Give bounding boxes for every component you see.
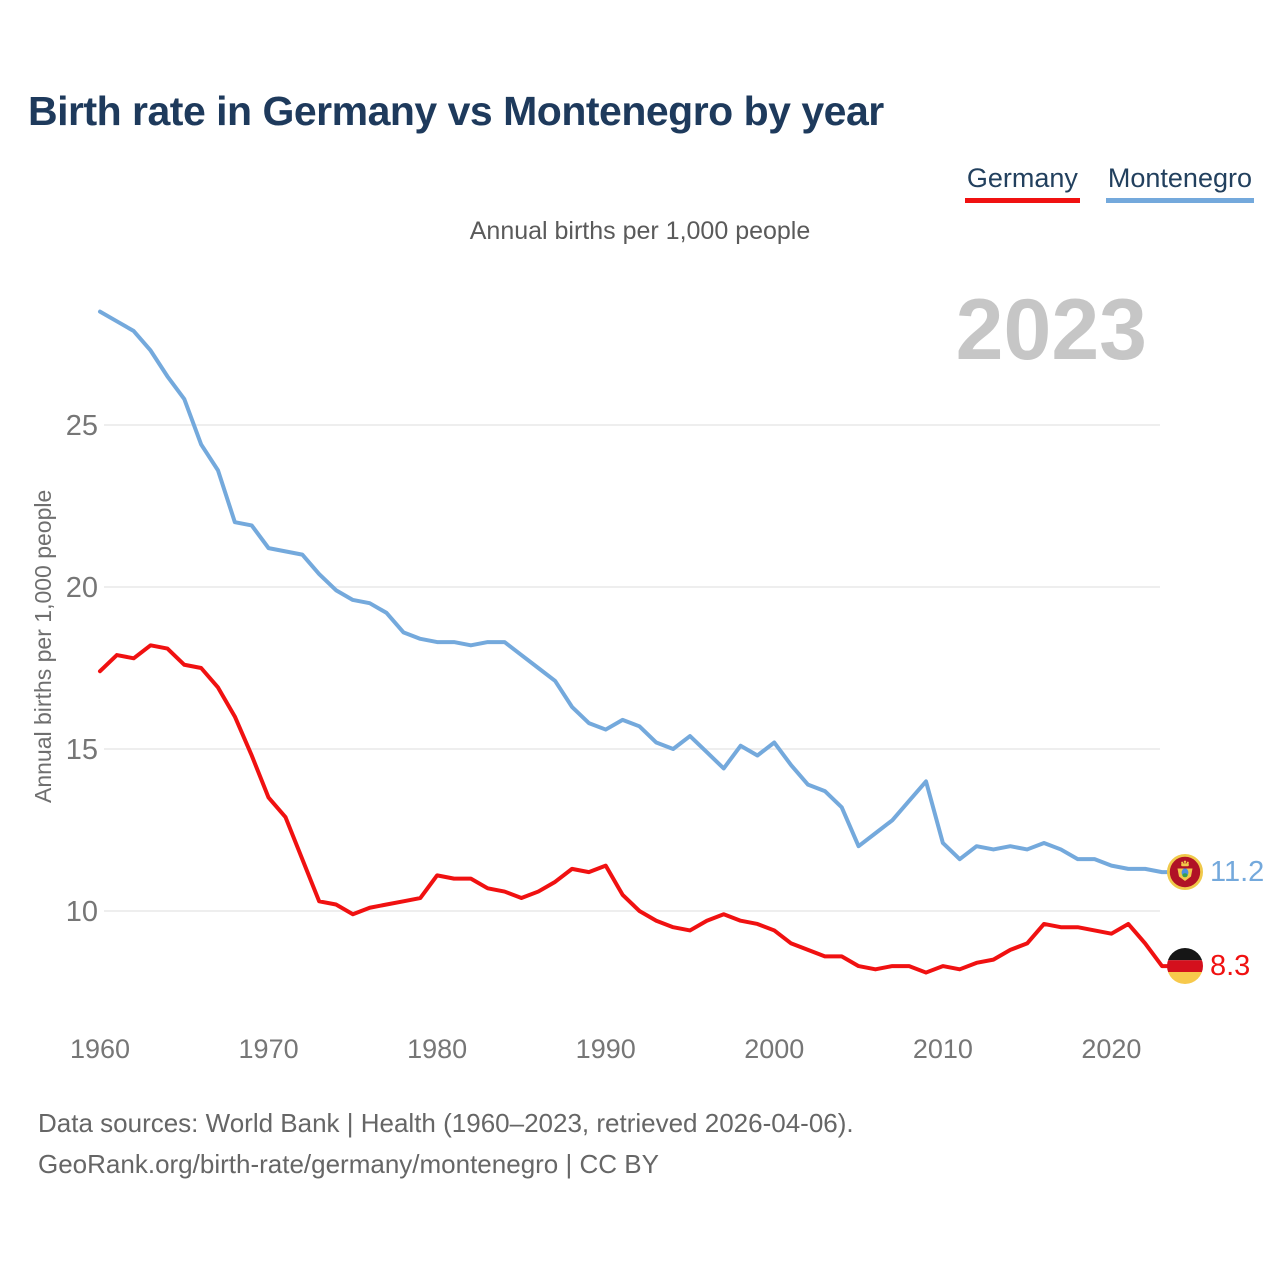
- legend-item-germany[interactable]: Germany: [964, 163, 1080, 203]
- legend-item-montenegro[interactable]: Montenegro: [1105, 163, 1254, 203]
- x-tick-label: 2000: [744, 1034, 804, 1064]
- x-tick-label: 1990: [576, 1034, 636, 1064]
- legend: Germany Montenegro: [964, 163, 1254, 203]
- montenegro-end-value: 11.2: [1210, 855, 1265, 888]
- series-line-germany: [98, 643, 1174, 975]
- y-tick-label: 10: [66, 896, 98, 928]
- germany-flag-icon: [1167, 948, 1203, 984]
- footer-source-line: Data sources: World Bank | Health (1960–…: [38, 1108, 854, 1138]
- chart-subtitle: Annual births per 1,000 people: [469, 217, 811, 245]
- x-tick-label: 1960: [70, 1034, 130, 1064]
- footer-attribution-line: GeoRank.org/birth-rate/germany/montenegr…: [38, 1149, 659, 1179]
- end-label-montenegro: 11.2: [1166, 853, 1265, 891]
- series-line-montenegro: [98, 309, 1174, 875]
- x-tick-label: 1980: [407, 1034, 467, 1064]
- page-title: Birth rate in Germany vs Montenegro by y…: [28, 88, 884, 134]
- montenegro-flag-icon: [1166, 853, 1204, 891]
- year-watermark: 2023: [955, 282, 1147, 378]
- x-tick-label: 2010: [913, 1034, 973, 1064]
- germany-end-value: 8.3: [1210, 949, 1251, 982]
- y-tick-label: 25: [66, 410, 98, 442]
- y-tick-label: 15: [66, 734, 98, 766]
- footer: Data sources: World Bank | Health (1960–…: [38, 1103, 854, 1185]
- x-tick-label: 1970: [239, 1034, 299, 1064]
- end-label-germany: 8.3: [1167, 948, 1250, 984]
- x-tick-label: 2020: [1081, 1034, 1141, 1064]
- y-tick-label: 20: [66, 572, 98, 604]
